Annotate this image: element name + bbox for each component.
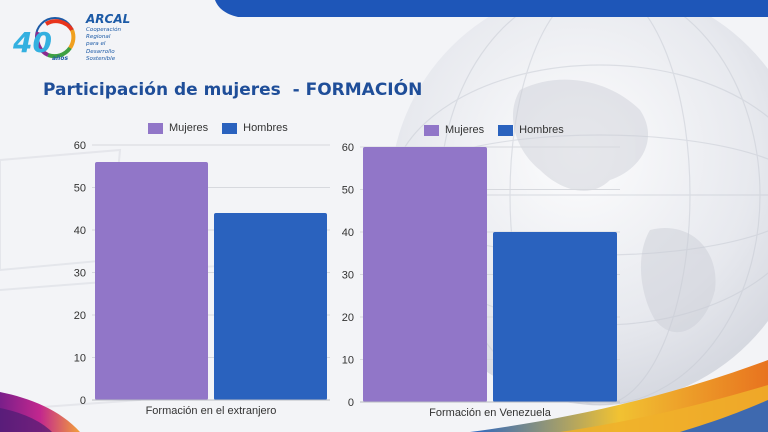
logo-brand: ARCAL [86, 12, 131, 26]
logo-subtitle-line: Sostenible [86, 55, 116, 62]
y-tick-label: 20 [342, 312, 354, 324]
legend-item: Hombres [222, 122, 288, 134]
legend-item: Hombres [498, 124, 564, 136]
bottom-left-swoosh-dark [0, 408, 52, 432]
bar-mujeres [363, 147, 487, 402]
legend-label: Hombres [243, 122, 288, 134]
legend-item: Mujeres [148, 122, 208, 134]
y-tick-label: 30 [342, 270, 354, 282]
x-category-label: Formación en Venezuela [429, 407, 552, 419]
continent-shapes [512, 79, 716, 333]
bottom-right-swoosh-yellow [560, 385, 768, 432]
page-title: Participación de mujeres - FORMACIÓN [43, 80, 423, 100]
y-tick-label: 30 [74, 268, 86, 280]
y-tick-label: 10 [74, 353, 86, 365]
legend-label: Mujeres [445, 124, 485, 136]
bar-hombres [493, 232, 617, 402]
chart-formacion-venezuela: Mujeres Hombres 0 10 20 30 40 50 60 Formación en … [332, 118, 632, 422]
header-bar [215, 0, 768, 17]
y-tick-label: 50 [342, 185, 354, 197]
logo-subtitle-line: Desarrollo [86, 48, 115, 55]
y-tick-label: 50 [74, 183, 86, 195]
bar-hombres [214, 213, 327, 400]
legend-swatch [222, 122, 238, 134]
x-category-label: Formación en el extranjero [146, 405, 277, 417]
logo-subtitle-line: Cooperación [86, 27, 122, 33]
logo-number: 40 [12, 26, 52, 59]
logo-text: ARCAL Cooperación Regional para el Desar… [86, 13, 130, 63]
chart-formacion-extranjero: Mujeres Hombres 0 10 20 30 40 50 60 Formación en … [62, 118, 342, 422]
y-tick-label: 60 [74, 140, 86, 152]
y-tick-label: 0 [348, 397, 354, 409]
y-tick-label: 20 [74, 310, 86, 322]
chart-legend: Mujeres Hombres [148, 122, 302, 134]
y-tick-label: 0 [80, 395, 86, 407]
chart-legend: Mujeres Hombres [424, 124, 578, 136]
legend-swatch [148, 122, 163, 134]
bar-mujeres [95, 162, 208, 400]
legend-label: Mujeres [169, 122, 209, 134]
logo-mark: 40 [12, 17, 76, 59]
legend-swatch [424, 124, 439, 136]
legend-swatch [498, 124, 514, 136]
logo-anos: años [52, 55, 69, 62]
legend-label: Hombres [519, 124, 564, 136]
y-tick-label: 40 [74, 225, 86, 237]
chart-plot: 0 10 20 30 40 50 60 Formación en el extranjero [74, 140, 330, 417]
legend-item: Mujeres [424, 124, 484, 136]
chart-plot: 0 10 20 30 40 50 60 Formación en Venezuela [342, 142, 620, 419]
logo-subtitle-line: para el [86, 41, 106, 48]
logo-subtitle-line: Regional [86, 34, 111, 41]
logo-subtitle: Cooperación Regional para el Desarrollo … [86, 27, 130, 63]
y-tick-label: 40 [342, 227, 354, 239]
bottom-right-swoosh-blue [680, 400, 768, 432]
y-tick-label: 60 [342, 142, 354, 154]
y-tick-label: 10 [342, 355, 354, 367]
